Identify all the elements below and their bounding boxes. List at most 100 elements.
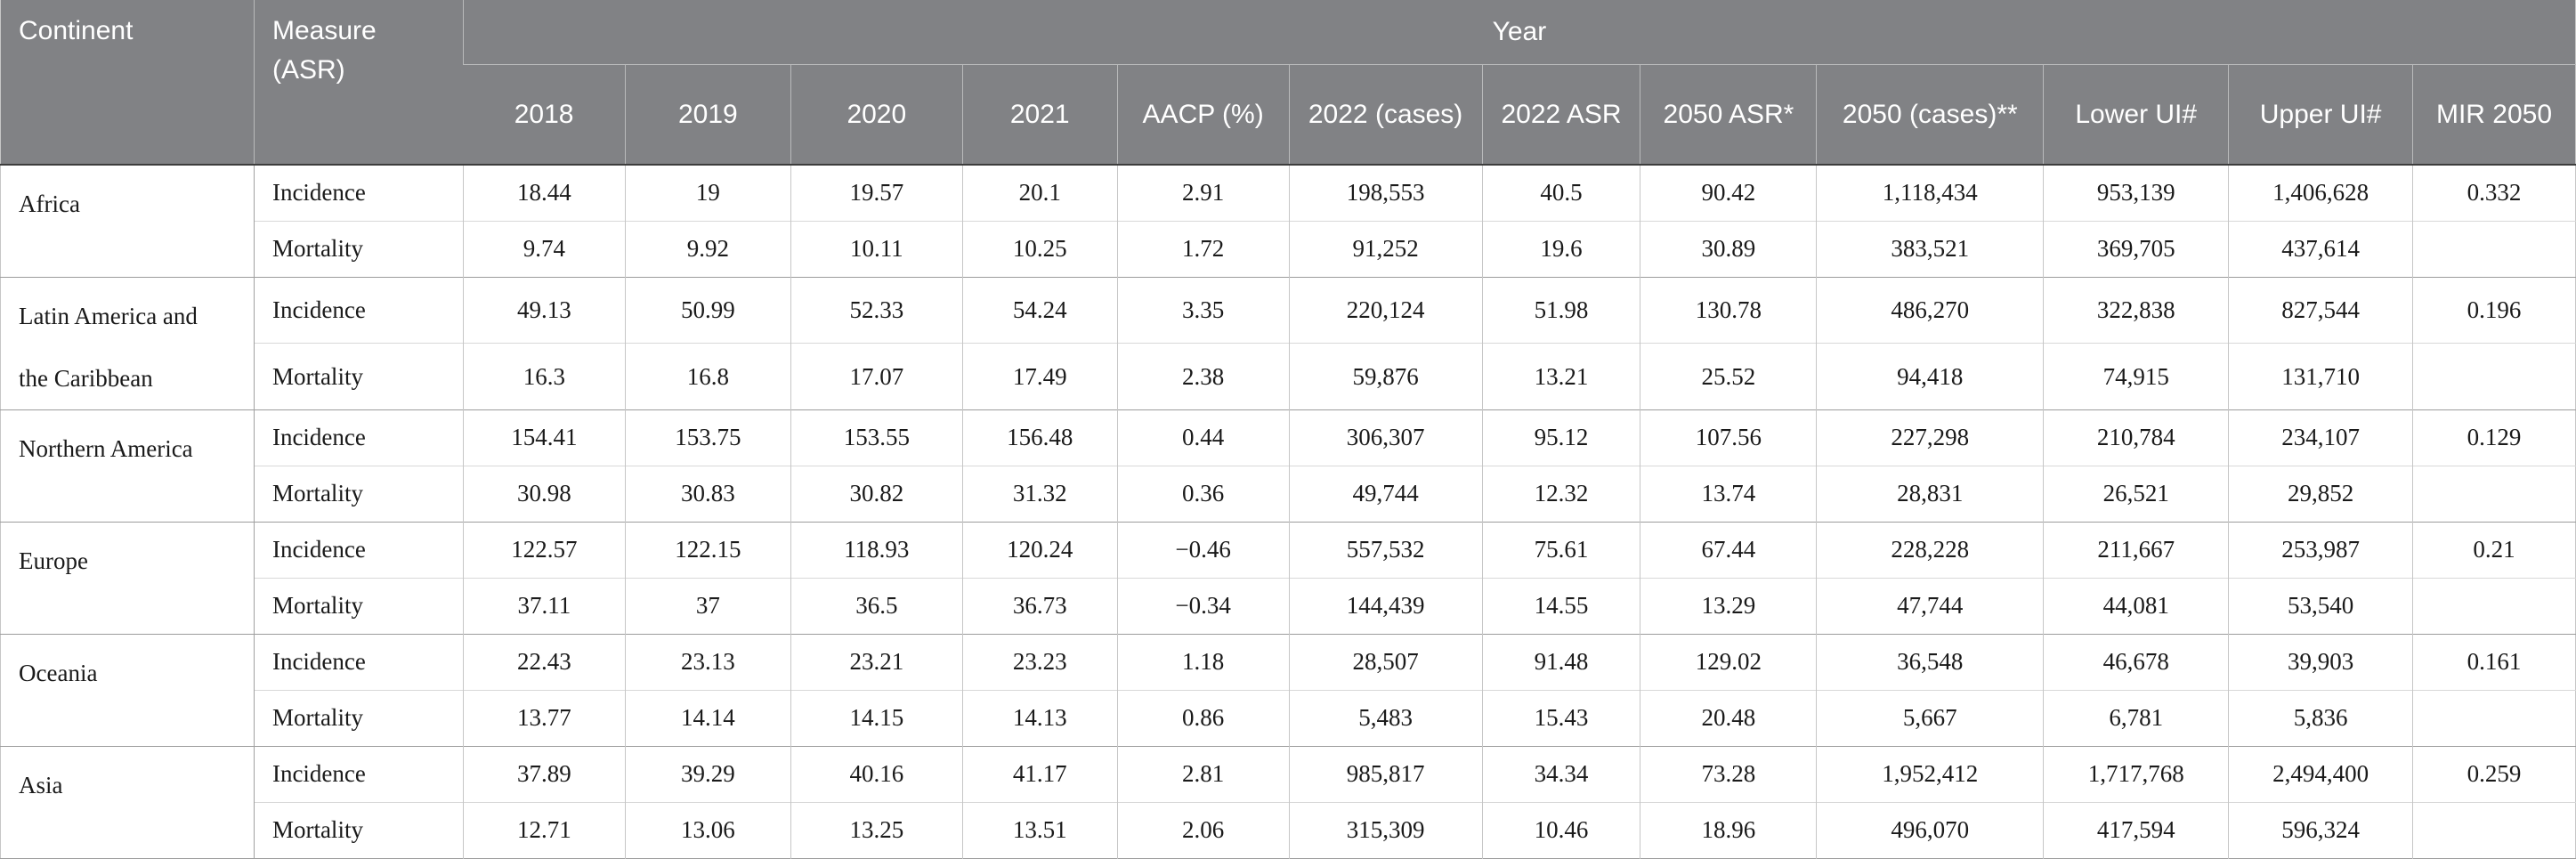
value-cell: 234,107 [2228, 409, 2413, 466]
value-cell: 73.28 [1640, 745, 1817, 803]
table-row-northern-america-mortality: Mortality 30.98 30.83 30.82 31.32 0.36 49,744 1… [1, 465, 2576, 523]
value-cell: 253,987 [2228, 521, 2413, 579]
value-cell: 120.24 [961, 521, 1118, 579]
table-row-europe-incidence: Europe Incidence 122.57 122.15 118.93 120.24−… [0, 521, 2576, 635]
value-cell: −0.34 [1116, 577, 1290, 635]
column-header-2019: 2019 [624, 64, 791, 166]
value-cell: 0.161 [2412, 633, 2576, 691]
value-cell: 211,667 [2043, 521, 2229, 579]
value-cell: 91.48 [1481, 633, 1640, 691]
header-row-years: 2018 2019 2020 2021 AACP (%) 2022 (cases) 2022… [1, 64, 2576, 166]
column-header-2050-cases: 2050 (cases)** [1816, 64, 2044, 166]
table-row-oceania-incidence: Oceania Incidence 22.43 23.13 23.21 23.23 1.18… [0, 633, 2576, 747]
value-cell: 29,852 [2228, 465, 2413, 523]
table-row-asia-mortality: Mortality 12.71 13.06 13.25 13.51 2.06 315,309… [1, 801, 2576, 859]
value-cell: 17.49 [961, 343, 1118, 410]
measure-cell: Incidence [253, 164, 464, 221]
value-cell: 5,836 [2228, 689, 2413, 747]
value-cell: 14.15 [790, 689, 963, 747]
value-cell: 1,952,412 [1816, 745, 2044, 803]
value-cell: 827,544 [2228, 276, 2413, 344]
value-cell: 95.12 [1481, 409, 1640, 466]
measure-cell: Mortality [253, 220, 464, 277]
value-cell: 2.06 [1116, 801, 1290, 859]
value-cell: 13.51 [961, 801, 1118, 859]
value-cell: 486,270 [1816, 276, 2044, 344]
value-cell: 14.13 [961, 689, 1118, 747]
value-cell [2412, 220, 2576, 277]
value-cell: 17.07 [790, 343, 963, 410]
value-cell: 2,494,400 [2228, 745, 2413, 803]
value-cell: 369,705 [2043, 220, 2229, 277]
column-header-upper-ui: Upper UI# [2228, 64, 2413, 166]
value-cell: 23.13 [624, 633, 791, 691]
value-cell: 37.89 [462, 745, 626, 803]
value-cell: 1.18 [1116, 633, 1290, 691]
value-cell: 59,876 [1288, 343, 1483, 410]
continent-cell: Latin America and the Caribbean [0, 276, 255, 410]
value-cell: 220,124 [1288, 276, 1483, 344]
value-cell: 1.72 [1116, 220, 1290, 277]
value-cell: 953,139 [2043, 164, 2229, 221]
column-header-measure-asr: Measure (ASR) [253, 0, 464, 166]
value-cell: 41.17 [961, 745, 1118, 803]
value-cell: 9.74 [462, 220, 626, 277]
value-cell: 9.92 [624, 220, 791, 277]
table-row-latin-america-and-the-caribbean-mortality: Mortality 16.3 16.8 17.07 17.49 2.38 59,876 13.… [1, 343, 2576, 410]
value-cell: 0.44 [1116, 409, 1290, 466]
value-cell: 130.78 [1640, 276, 1817, 344]
value-cell: 496,070 [1816, 801, 2044, 859]
value-cell: 2.81 [1116, 745, 1290, 803]
value-cell: 30.98 [462, 465, 626, 523]
value-cell: 2.91 [1116, 164, 1290, 221]
value-cell: 6,781 [2043, 689, 2229, 747]
column-header-year-group: Year [462, 0, 2576, 65]
value-cell: 46,678 [2043, 633, 2229, 691]
value-cell: 39,903 [2228, 633, 2413, 691]
measure-cell: Mortality [253, 801, 464, 859]
value-cell: 12.71 [462, 801, 626, 859]
measure-cell: Incidence [253, 745, 464, 803]
value-cell: 10.25 [961, 220, 1118, 277]
value-cell: 131,710 [2228, 343, 2413, 410]
column-header-2022-asr: 2022 ASR [1481, 64, 1640, 166]
value-cell [2412, 801, 2576, 859]
value-cell: 36,548 [1816, 633, 2044, 691]
value-cell: 153.75 [624, 409, 791, 466]
value-cell: 49.13 [462, 276, 626, 344]
value-cell: 74,915 [2043, 343, 2229, 410]
value-cell: 23.23 [961, 633, 1118, 691]
value-cell: 20.48 [1640, 689, 1817, 747]
table-body: Africa Incidence 18.44 19 19.57 20.1 2.91 198,5… [0, 164, 2576, 859]
value-cell: 13.29 [1640, 577, 1817, 635]
continent-cell: Northern America [0, 409, 255, 523]
value-cell: 13.74 [1640, 465, 1817, 523]
value-cell: 210,784 [2043, 409, 2229, 466]
column-header-2018: 2018 [463, 64, 626, 166]
value-cell: 315,309 [1288, 801, 1483, 859]
value-cell: 30.89 [1640, 220, 1817, 277]
measure-cell: Incidence [253, 633, 464, 691]
value-cell: 557,532 [1288, 521, 1483, 579]
value-cell: 2.38 [1116, 343, 1290, 410]
column-header-lower-ui: Lower UI# [2043, 64, 2229, 166]
value-cell: 144,439 [1288, 577, 1483, 635]
value-cell: 14.14 [624, 689, 791, 747]
value-cell: 0.259 [2412, 745, 2576, 803]
value-cell: 0.129 [2412, 409, 2576, 466]
value-cell: 53,540 [2228, 577, 2413, 635]
value-cell: 18.44 [462, 164, 626, 221]
value-cell: 13.21 [1481, 343, 1640, 410]
measure-cell: Mortality [253, 343, 464, 410]
value-cell: 36.5 [790, 577, 963, 635]
value-cell: 39.29 [624, 745, 791, 803]
value-cell: 0.196 [2412, 276, 2576, 344]
value-cell: 383,521 [1816, 220, 2044, 277]
value-cell: 15.43 [1481, 689, 1640, 747]
column-header-continent: Continent [0, 0, 255, 166]
continent-cell: Europe [0, 521, 255, 635]
value-cell: 122.15 [624, 521, 791, 579]
value-cell: 28,507 [1288, 633, 1483, 691]
table-row-africa-mortality: Mortality 9.74 9.92 10.11 10.25 1.72 91,252 19.… [1, 220, 2576, 277]
table-row-asia-incidence: Asia Incidence 37.89 39.29 40.16 41.17 2.81 985… [0, 745, 2576, 859]
